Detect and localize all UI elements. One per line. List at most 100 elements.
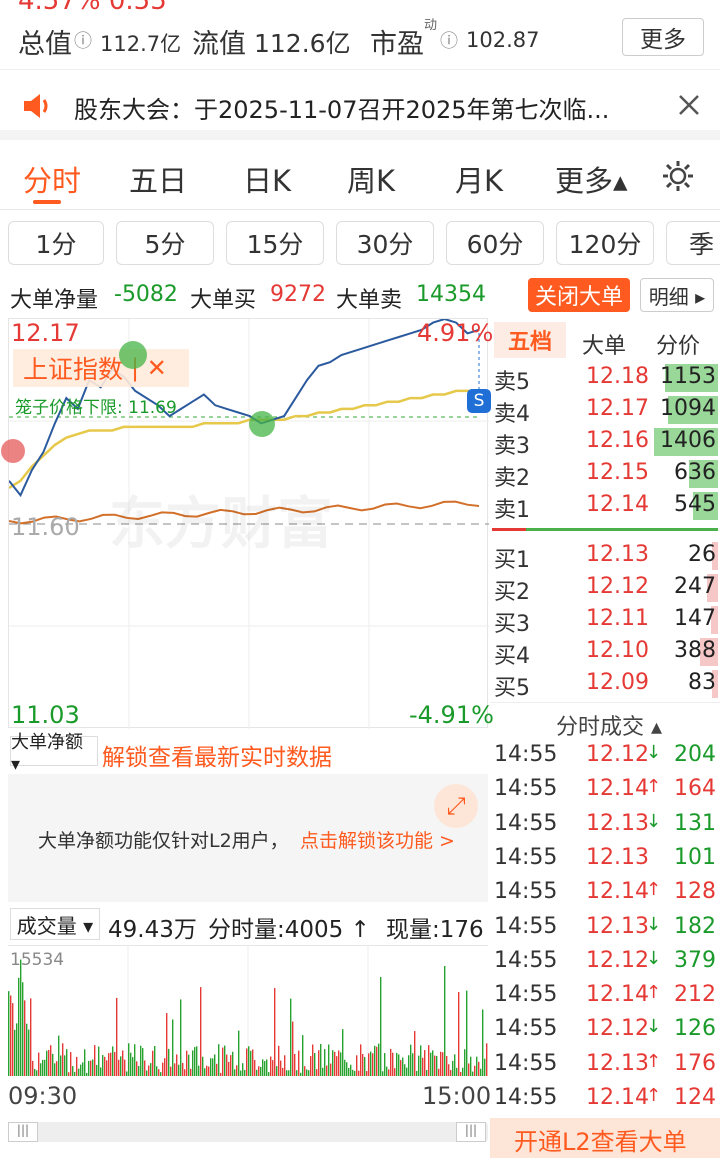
scroll-handle-right[interactable]: |||	[456, 1122, 486, 1142]
sell-level-row[interactable]: 卖4 12.17 1094	[490, 394, 720, 427]
l2-banner-text[interactable]: 开通L2查看大单	[514, 1128, 687, 1156]
volume-bar	[448, 1064, 450, 1076]
volume-bar	[354, 1070, 356, 1076]
level-volume: 147	[674, 606, 716, 631]
volume-bar	[168, 1048, 170, 1076]
volume-bar	[268, 1072, 270, 1076]
info-icon[interactable]: ⓘ	[74, 31, 92, 52]
volume-bar	[128, 1043, 130, 1076]
volume-bar	[34, 1068, 36, 1076]
unlock-link[interactable]: 点击解锁该功能 >	[300, 830, 455, 852]
buy-level-row[interactable]: 买5 12.09 83	[490, 668, 720, 701]
pct-low-label: -4.91%	[409, 701, 494, 729]
trade-direction-icon: ↑	[646, 776, 662, 798]
announcement-text[interactable]: 股东大会：于2025-11-07召开2025年第七次临...	[74, 96, 610, 124]
volume-bar	[292, 1021, 294, 1076]
trade-direction-icon: ↑	[646, 982, 662, 1004]
volume-bar	[693, 492, 718, 520]
buy-level-row[interactable]: 买4 12.10 388	[490, 636, 720, 669]
volume-bar	[711, 606, 718, 634]
tab-big-orders[interactable]: 大单	[582, 334, 627, 359]
volume-bar	[24, 1000, 26, 1076]
more-button[interactable]: 更多	[622, 18, 704, 56]
volume-chart[interactable]: 15534	[8, 945, 488, 1076]
volume-bar	[352, 1069, 354, 1076]
volume-bar	[442, 1052, 444, 1076]
tab-daily-k[interactable]: 日K	[243, 164, 292, 198]
volume-bar	[222, 1047, 224, 1076]
tab-price-distribution[interactable]: 分价	[656, 334, 701, 359]
l2-upgrade-banner[interactable]: 开通L2查看大单	[490, 1118, 720, 1158]
volume-dropdown[interactable]: 成交量 ▾	[10, 908, 100, 940]
trades-header[interactable]: 分时成交 ▴	[490, 702, 720, 740]
detail-button[interactable]: 明细 ▸	[640, 278, 714, 312]
volume-bar	[356, 1055, 358, 1076]
volume-bar	[286, 1070, 288, 1076]
volume-bar	[360, 1044, 362, 1076]
buy-level-row[interactable]: 买1 12.13 26	[490, 540, 720, 573]
volume-bar	[154, 1045, 156, 1076]
volume-bar	[114, 1051, 116, 1076]
buy-level-row[interactable]: 买2 12.12 247	[490, 572, 720, 605]
tab-more[interactable]: 更多▴	[555, 164, 628, 198]
unlock-title[interactable]: 解锁查看最新实时数据	[102, 745, 332, 771]
sell-level-row[interactable]: 卖2 12.15 636	[490, 458, 720, 491]
scroll-handle-left[interactable]: |||	[8, 1122, 38, 1142]
volume-bar	[398, 1054, 400, 1076]
lock-description: 大单净额功能仅针对L2用户，	[38, 830, 289, 852]
tab-intraday[interactable]: 分时	[23, 164, 82, 198]
trade-row: 14:55 12.14 ↑ 212	[490, 980, 720, 1014]
volume-bar	[294, 1053, 296, 1076]
intraday-price-chart[interactable]: 东方财富 12.17 4.91% 11.60 11.03 -4.91% 上证指数…	[1, 318, 494, 729]
period-1min[interactable]: 1分	[8, 221, 104, 265]
period-5min[interactable]: 5分	[116, 221, 214, 265]
sell-level-row[interactable]: 卖5 12.18 1153	[490, 362, 720, 395]
volume-bar	[42, 1059, 44, 1076]
volume-bar	[218, 1044, 220, 1076]
volume-bar	[284, 1055, 286, 1076]
volume-bar	[382, 1071, 384, 1076]
chart-tabs: 分时 五日 日K 周K 月K 更多▴	[0, 150, 720, 210]
volume-bar	[198, 1065, 200, 1076]
close-big-order-button[interactable]: 关闭大单	[528, 278, 630, 312]
time-scrollbar[interactable]: ||| |||	[8, 1122, 488, 1142]
close-icon[interactable]	[678, 94, 700, 116]
watermark: 东方财富	[109, 492, 333, 557]
sell-level-row[interactable]: 卖3 12.16 1406	[490, 426, 720, 459]
trade-volume: 176	[674, 1050, 716, 1076]
trade-price: 12.12	[586, 1016, 649, 1042]
price-low-label: 11.03	[11, 701, 80, 729]
volume-bar	[56, 1061, 58, 1076]
volume-bar	[446, 1056, 448, 1076]
index-overlay-tag[interactable]: 上证指数 | ✕	[13, 349, 189, 387]
period-30min[interactable]: 30分	[336, 221, 434, 265]
cage-price-label: 笼子价格下限: 11.69	[15, 398, 177, 418]
trade-volume: 164	[674, 776, 716, 802]
announcement-bar[interactable]: 股东大会：于2025-11-07召开2025年第七次临...	[0, 72, 720, 140]
volume-bar	[450, 1070, 452, 1076]
info-icon[interactable]: ⓘ	[440, 31, 458, 52]
index-overlay-label: 上证指数	[23, 355, 124, 384]
period-15min[interactable]: 15分	[226, 221, 324, 265]
volume-bar	[228, 1061, 230, 1076]
tab-five-day[interactable]: 五日	[129, 164, 188, 198]
volume-bar	[146, 1070, 148, 1076]
trade-time: 14:55	[494, 742, 558, 767]
period-120min[interactable]: 120分	[556, 221, 654, 265]
tab-five-levels[interactable]: 五档	[494, 322, 566, 358]
period-quarter[interactable]: 季	[666, 221, 720, 265]
volume-bar	[192, 1050, 194, 1076]
s-badge-icon[interactable]: S	[467, 389, 491, 413]
sell-level-row[interactable]: 卖1 12.14 545	[490, 490, 720, 523]
net-amount-dropdown[interactable]: 大单净额 ▾	[10, 732, 98, 775]
expand-icon[interactable]: ⤢	[434, 784, 478, 828]
trade-price: 12.13	[586, 844, 649, 870]
volume-bar	[260, 1066, 262, 1076]
buy-level-row[interactable]: 买3 12.11 147	[490, 604, 720, 637]
tab-monthly-k[interactable]: 月K	[455, 164, 504, 198]
trade-time: 14:55	[494, 947, 558, 973]
gear-icon[interactable]	[660, 158, 696, 194]
period-60min[interactable]: 60分	[446, 221, 544, 265]
volume-bar	[158, 1069, 160, 1076]
tab-weekly-k[interactable]: 周K	[347, 164, 396, 198]
